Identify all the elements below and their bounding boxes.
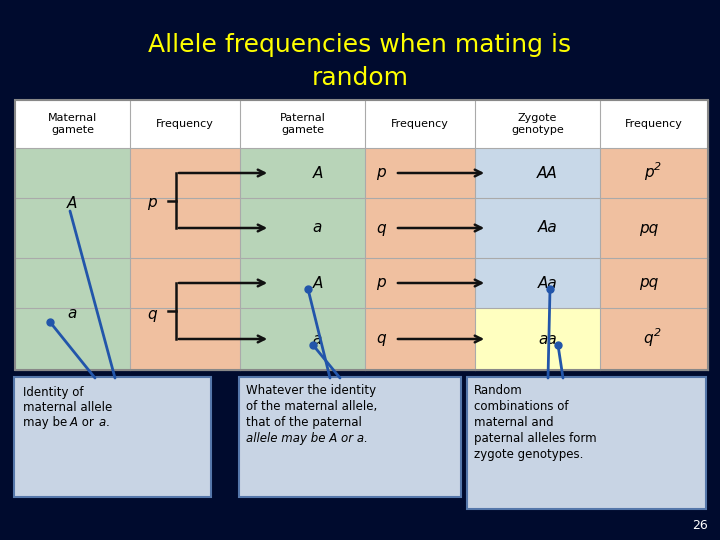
- Text: A: A: [67, 195, 78, 211]
- Text: q: q: [147, 307, 157, 321]
- Bar: [130, 258, 240, 308]
- Bar: [600, 198, 708, 258]
- Text: Identity of: Identity of: [23, 386, 84, 399]
- Text: p: p: [376, 165, 386, 180]
- Text: Frequency: Frequency: [156, 119, 214, 129]
- Text: allele may be A or a.: allele may be A or a.: [246, 432, 368, 445]
- Text: Aa: Aa: [538, 275, 557, 291]
- Text: maternal allele: maternal allele: [23, 401, 112, 414]
- Text: A: A: [312, 275, 323, 291]
- Text: zygote genotypes.: zygote genotypes.: [474, 448, 583, 461]
- Text: q: q: [376, 332, 386, 347]
- Bar: [475, 308, 600, 370]
- Text: Aa: Aa: [538, 220, 557, 235]
- Text: 2: 2: [654, 162, 661, 172]
- Bar: [240, 258, 365, 308]
- FancyBboxPatch shape: [467, 377, 706, 509]
- Bar: [600, 308, 708, 370]
- FancyBboxPatch shape: [239, 377, 461, 497]
- Text: Maternal
gamete: Maternal gamete: [48, 113, 97, 135]
- Bar: [365, 148, 475, 198]
- Bar: [475, 198, 600, 258]
- Text: that of the paternal: that of the paternal: [246, 416, 362, 429]
- Text: q: q: [644, 332, 654, 347]
- Text: AA: AA: [537, 165, 558, 180]
- Text: random: random: [312, 66, 408, 90]
- Bar: [15, 100, 708, 370]
- Text: pq: pq: [639, 275, 658, 291]
- Text: Allele frequencies when mating is: Allele frequencies when mating is: [148, 33, 572, 57]
- Text: a: a: [99, 416, 107, 429]
- Text: Frequency: Frequency: [625, 119, 683, 129]
- Bar: [15, 100, 708, 370]
- Text: combinations of: combinations of: [474, 400, 569, 413]
- Bar: [365, 258, 475, 308]
- Text: aa: aa: [538, 332, 557, 347]
- Text: paternal alleles form: paternal alleles form: [474, 432, 597, 445]
- Text: 2: 2: [654, 328, 661, 338]
- Text: A: A: [70, 416, 78, 429]
- Text: a: a: [312, 332, 322, 347]
- Bar: [15, 148, 130, 198]
- Bar: [130, 148, 240, 198]
- Bar: [600, 148, 708, 198]
- Text: Zygote
genotype: Zygote genotype: [511, 113, 564, 135]
- Text: q: q: [376, 220, 386, 235]
- Bar: [475, 148, 600, 198]
- FancyBboxPatch shape: [14, 377, 211, 497]
- Text: a: a: [68, 307, 77, 321]
- Text: p: p: [644, 165, 654, 180]
- Text: A: A: [312, 165, 323, 180]
- Text: Frequency: Frequency: [391, 119, 449, 129]
- Text: or: or: [78, 416, 98, 429]
- Bar: [365, 198, 475, 258]
- Text: Paternal
gamete: Paternal gamete: [279, 113, 325, 135]
- Text: a: a: [312, 220, 322, 235]
- Bar: [15, 308, 130, 370]
- Text: 26: 26: [692, 519, 708, 532]
- Bar: [240, 308, 365, 370]
- Bar: [365, 308, 475, 370]
- Text: Whatever the identity: Whatever the identity: [246, 384, 376, 397]
- Bar: [600, 258, 708, 308]
- Bar: [240, 198, 365, 258]
- Text: of the maternal allele,: of the maternal allele,: [246, 400, 377, 413]
- Text: maternal and: maternal and: [474, 416, 554, 429]
- Bar: [475, 258, 600, 308]
- Text: pq: pq: [639, 220, 658, 235]
- Bar: [240, 148, 365, 198]
- Bar: [130, 198, 240, 258]
- Text: .: .: [106, 416, 109, 429]
- Text: p: p: [376, 275, 386, 291]
- Bar: [15, 258, 130, 308]
- Text: Random: Random: [474, 384, 523, 397]
- Text: p: p: [147, 195, 157, 211]
- Bar: [130, 308, 240, 370]
- Text: may be: may be: [23, 416, 71, 429]
- Bar: [15, 198, 130, 258]
